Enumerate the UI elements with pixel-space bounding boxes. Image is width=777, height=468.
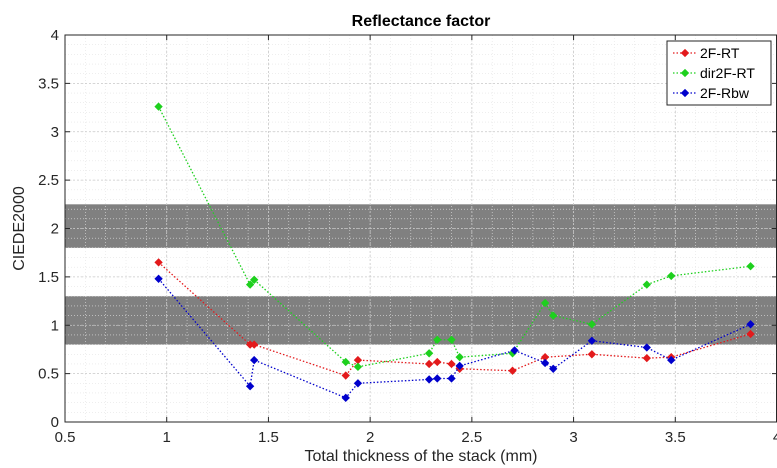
- data-point-dir2F-RT: [447, 335, 456, 344]
- data-point-2F-Rbw: [455, 361, 464, 371]
- legend-label: 2F-Rbw: [700, 85, 750, 101]
- reference-band-1: [65, 204, 777, 248]
- data-point-2F-RT: [154, 258, 163, 267]
- data-point-dir2F-RT: [245, 280, 255, 289]
- x-axis-label: Total thickness of the stack (mm): [305, 448, 538, 465]
- data-point-2F-RT: [433, 357, 442, 367]
- y-tick-label: 0: [51, 414, 59, 431]
- data-point-dir2F-RT: [549, 311, 558, 320]
- y-axis-label: CIEDE2000: [11, 186, 28, 271]
- data-point-2F-Rbw: [433, 374, 442, 383]
- series-dir2F-RT: [154, 102, 755, 372]
- data-point-2F-Rbw: [510, 346, 519, 355]
- data-point-2F-RT: [642, 353, 651, 363]
- series-line-dir2F-RT: [157, 106, 751, 368]
- data-point-dir2F-RT: [667, 271, 676, 281]
- legend-marker: [680, 68, 690, 78]
- data-point-dir2F-RT: [154, 102, 163, 111]
- data-point-2F-RT: [341, 371, 350, 380]
- reference-band-0: [65, 296, 777, 345]
- data-point-dir2F-RT: [540, 298, 550, 308]
- data-point-2F-Rbw: [424, 375, 434, 384]
- reference-bands: [65, 204, 777, 345]
- series-line-2F-RT: [158, 261, 751, 377]
- data-point-dir2F-RT: [587, 320, 597, 329]
- data-point-dir2F-RT: [250, 275, 259, 284]
- axis-ticks: [64, 34, 777, 423]
- y-tick-label: 2.5: [38, 172, 59, 189]
- data-point-2F-RT: [746, 329, 755, 339]
- y-tick-label: 2: [51, 221, 59, 238]
- data-point-2F-RT: [447, 359, 456, 369]
- chart-title: Reflectance factor: [352, 13, 491, 30]
- legend-item-2F-Rbw: 2F-Rbw: [673, 85, 750, 101]
- y-tick-label: 1: [51, 317, 59, 334]
- data-point-2F-Rbw: [250, 355, 259, 365]
- data-point-2F-Rbw: [587, 336, 597, 345]
- data-point-dir2F-RT: [455, 353, 464, 362]
- legend-label: 2F-RT: [700, 45, 740, 61]
- x-tick-label: 1: [163, 429, 171, 446]
- y-tick-label: 4: [51, 27, 59, 44]
- data-point-2F-Rbw: [549, 364, 558, 373]
- data-point-2F-Rbw: [154, 274, 163, 283]
- x-tick-label: 3.5: [665, 429, 686, 446]
- y-tick-labels: 0 0.5 1 1.5 2 2.5 3 3.5 4: [38, 27, 59, 431]
- x-tick-label: 2: [366, 429, 374, 446]
- legend-items: 2F-RT dir2F-RT 2F-Rbw: [673, 45, 755, 101]
- series-2F-Rbw: [154, 274, 755, 402]
- legend-marker: [680, 88, 690, 98]
- y-tick-label: 3: [51, 124, 59, 141]
- y-tick-label: 1.5: [38, 269, 59, 286]
- x-tick-labels: 0.5 1 1.5 2 2.5 3 3.5 4: [55, 429, 777, 446]
- data-point-2F-Rbw: [245, 382, 255, 391]
- legend: 2F-RT dir2F-RT 2F-Rbw: [666, 40, 772, 106]
- data-point-2F-RT: [587, 350, 597, 359]
- data-point-2F-Rbw: [667, 355, 676, 365]
- data-point-2F-Rbw: [642, 343, 651, 352]
- data-point-dir2F-RT: [433, 335, 442, 344]
- x-tick-label: 2.5: [461, 429, 482, 446]
- legend-marker: [680, 48, 690, 58]
- data-point-2F-Rbw: [746, 320, 755, 329]
- legend-item-dir2F-RT: dir2F-RT: [673, 65, 755, 81]
- data-point-2F-RT: [508, 366, 517, 375]
- data-point-2F-RT: [424, 359, 434, 369]
- data-point-2F-Rbw: [540, 358, 550, 368]
- series-layer: [154, 102, 755, 402]
- series-line-2F-Rbw: [158, 278, 751, 399]
- legend-label: dir2F-RT: [700, 65, 755, 81]
- data-point-2F-Rbw: [447, 374, 456, 383]
- data-point-dir2F-RT: [341, 357, 350, 367]
- data-point-2F-RT: [250, 340, 259, 349]
- x-tick-label: 3: [569, 429, 577, 446]
- x-tick-label: 1.5: [258, 429, 279, 446]
- legend-item-2F-RT: 2F-RT: [673, 45, 740, 61]
- y-tick-label: 3.5: [38, 75, 59, 92]
- data-point-2F-Rbw: [341, 393, 350, 402]
- data-point-dir2F-RT: [642, 280, 651, 289]
- x-tick-label: 0.5: [55, 429, 76, 446]
- data-point-dir2F-RT: [353, 362, 363, 372]
- x-tick-label: 4: [773, 429, 777, 446]
- data-point-2F-Rbw: [353, 379, 363, 388]
- y-tick-label: 0.5: [38, 366, 59, 383]
- data-point-dir2F-RT: [424, 349, 434, 358]
- data-point-dir2F-RT: [746, 262, 755, 271]
